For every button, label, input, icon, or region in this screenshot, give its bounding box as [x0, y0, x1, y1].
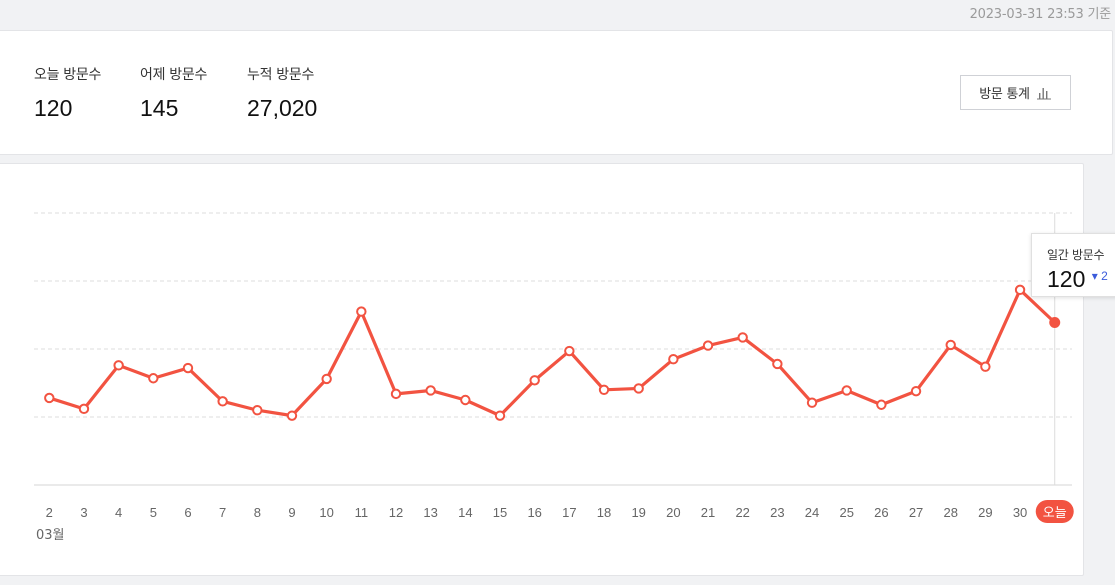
x-tick-label: 14 [458, 505, 472, 520]
x-tick-label: 8 [254, 505, 261, 520]
today-visitors: 오늘 방문수 120 [34, 64, 101, 122]
x-tick-label: 3 [80, 505, 87, 520]
x-tick-label: 28 [943, 505, 957, 520]
data-point[interactable] [321, 373, 332, 385]
data-point[interactable] [460, 394, 471, 406]
data-point[interactable] [702, 340, 714, 351]
today-visitors-label: 오늘 방문수 [34, 67, 102, 83]
x-tick-label: 6 [184, 505, 191, 520]
x-tick-label: 2 [46, 505, 53, 520]
data-point[interactable] [286, 410, 298, 421]
today-data-point[interactable] [1049, 316, 1061, 328]
data-point[interactable] [1014, 284, 1026, 296]
data-point[interactable] [980, 361, 991, 372]
data-point[interactable] [633, 383, 644, 394]
x-tick-label: 12 [389, 505, 403, 520]
daily-visits-series-line [47, 288, 1057, 418]
x-tick-label: 17 [562, 505, 576, 520]
x-tick-label: 18 [597, 505, 611, 520]
data-point[interactable] [217, 396, 228, 407]
data-point[interactable] [113, 360, 124, 371]
x-tick-label: 13 [423, 505, 437, 520]
x-tick-label: 30 [1013, 505, 1027, 520]
data-point[interactable] [945, 339, 956, 351]
data-point[interactable] [44, 392, 55, 404]
data-point[interactable] [252, 405, 263, 416]
x-tick-label: 27 [909, 505, 923, 520]
data-point[interactable] [529, 375, 540, 386]
x-tick-label: 4 [115, 505, 122, 520]
visit-stats-button-label: 방문 통계 [979, 87, 1030, 102]
data-point[interactable] [598, 384, 610, 395]
data-point[interactable] [494, 410, 506, 421]
x-tick-label: 22 [735, 505, 749, 520]
today-tick-badge [1035, 500, 1074, 523]
data-point[interactable] [356, 306, 367, 317]
x-tick-label: 10 [319, 505, 333, 520]
daily-visits-tooltip: 일간 방문수 120 ▾ 2 [1031, 233, 1115, 297]
x-tick-label: 23 [770, 505, 784, 520]
data-point[interactable] [425, 385, 436, 396]
yesterday-visitors-value: 145 [140, 95, 179, 121]
x-tick-label: 20 [666, 505, 680, 520]
x-tick-label-today: 오늘 [1043, 506, 1067, 521]
data-point[interactable] [806, 397, 818, 408]
bar-chart-icon [1036, 87, 1051, 99]
data-point[interactable] [876, 399, 887, 410]
x-tick-label: 21 [701, 505, 715, 520]
data-point[interactable] [841, 385, 852, 396]
x-tick-label: 7 [219, 505, 226, 520]
x-tick-label: 15 [493, 505, 507, 520]
x-tick-label: 11 [355, 505, 369, 520]
total-visitors: 누적 방문수 27,020 [247, 64, 317, 122]
data-point[interactable] [772, 358, 783, 370]
tooltip-value: 120 ▾ 2 [1047, 266, 1115, 293]
visitor-summary-card: 오늘 방문수 120 어제 방문수 145 누적 방문수 27,020 방문 통… [0, 30, 1113, 155]
x-tick-label: 16 [527, 505, 541, 520]
data-point[interactable] [390, 388, 402, 400]
data-point[interactable] [78, 403, 90, 415]
data-point[interactable] [564, 345, 575, 357]
x-axis-month-label: 03월 [36, 528, 65, 543]
x-tick-label: 5 [150, 505, 157, 520]
tooltip-label: 일간 방문수 [1047, 248, 1105, 262]
today-visitors-value: 120 [34, 95, 73, 121]
tooltip-value-number: 120 [1047, 266, 1086, 292]
x-tick-label: 24 [805, 505, 819, 520]
data-point[interactable] [182, 362, 194, 374]
data-point[interactable] [737, 332, 748, 343]
x-tick-label: 9 [288, 505, 295, 520]
yesterday-visitors-label: 어제 방문수 [140, 67, 208, 83]
data-point[interactable] [148, 373, 159, 384]
data-point[interactable] [668, 354, 679, 365]
x-tick-label: 25 [839, 505, 853, 520]
data-point[interactable] [910, 385, 922, 397]
visit-stats-button[interactable]: 방문 통계 [960, 75, 1071, 110]
x-tick-label: 29 [978, 505, 992, 520]
data-timestamp: 2023-03-31 23:53 기준 [969, 7, 1112, 22]
tooltip-change: ▾ 2 [1091, 269, 1108, 283]
yesterday-visitors: 어제 방문수 145 [140, 64, 207, 122]
x-tick-label: 19 [631, 505, 645, 520]
total-visitors-label: 누적 방문수 [247, 67, 315, 83]
total-visitors-value: 27,020 [247, 95, 318, 121]
x-tick-label: 26 [874, 505, 888, 520]
